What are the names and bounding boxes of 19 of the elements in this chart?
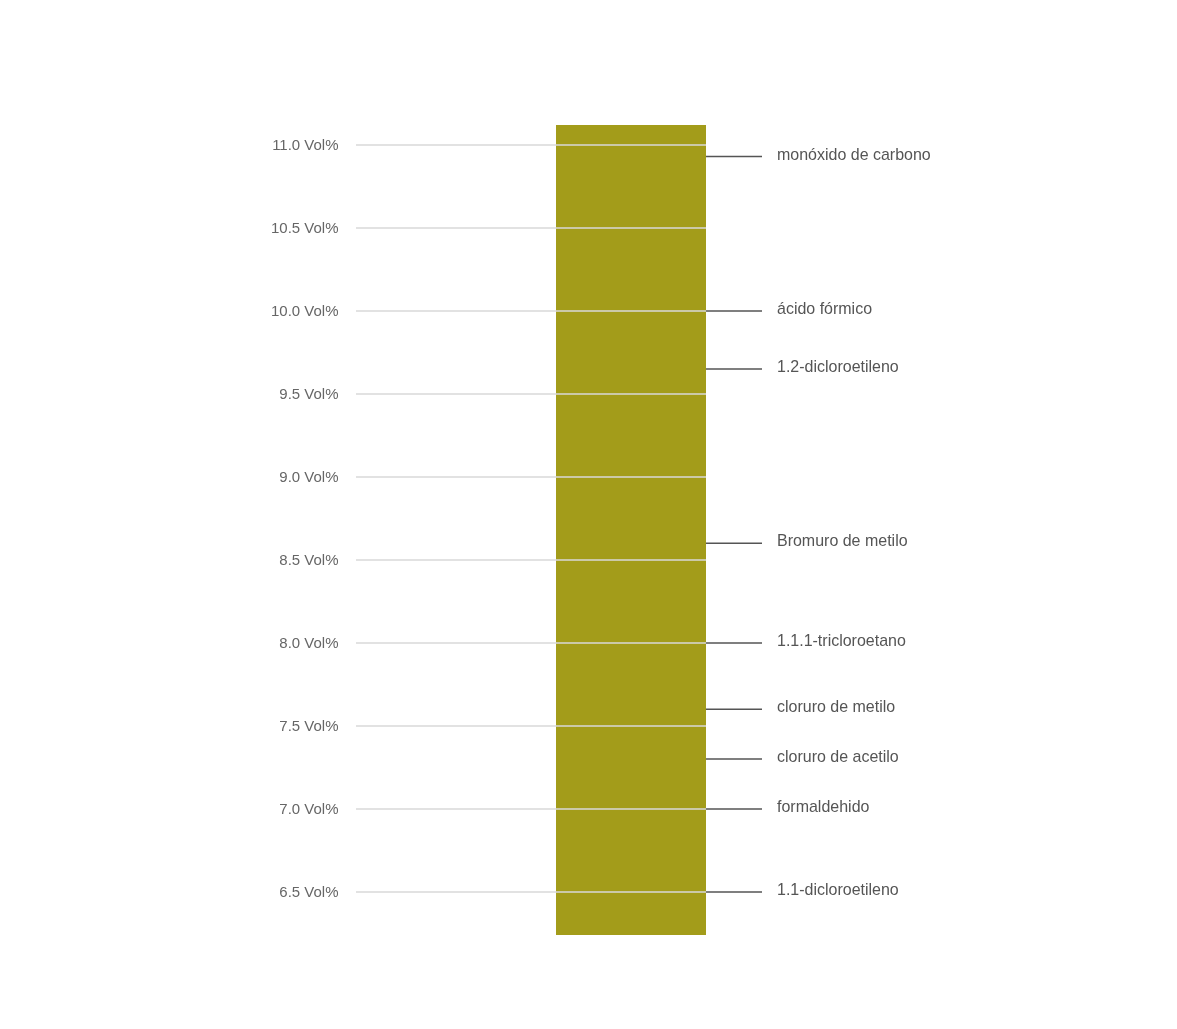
y-tick-label: 8.0 Vol% bbox=[279, 634, 339, 652]
ref-line-label: ácido fórmico bbox=[777, 299, 873, 317]
ref-line-label: Bromuro de metilo bbox=[777, 532, 908, 550]
ref-line-label: formaldehido bbox=[777, 797, 870, 815]
y-tick-label: 10.0 Vol% bbox=[271, 302, 339, 320]
y-tick-label: 11.0 Vol% bbox=[272, 136, 339, 154]
ref-line-label: cloruro de acetilo bbox=[777, 748, 899, 766]
y-tick-label: 7.0 Vol% bbox=[279, 800, 339, 818]
ref-line-label: 1.2-dicloroetileno bbox=[777, 358, 899, 376]
ref-line-label: 1.1-dicloroetileno bbox=[777, 880, 899, 898]
ref-line-label: cloruro de metilo bbox=[777, 698, 896, 716]
ref-line-label: monóxido de carbono bbox=[777, 145, 931, 163]
y-tick-label: 9.0 Vol% bbox=[279, 468, 339, 486]
y-tick-label: 9.5 Vol% bbox=[279, 385, 339, 403]
y-tick-label: 7.5 Vol% bbox=[279, 717, 339, 735]
y-tick-label: 6.5 Vol% bbox=[279, 883, 339, 901]
ref-line-label: 1.1.1-tricloroetano bbox=[777, 631, 906, 649]
y-tick-label: 8.5 Vol% bbox=[279, 551, 339, 569]
y-tick-label: 10.5 Vol% bbox=[271, 219, 339, 237]
